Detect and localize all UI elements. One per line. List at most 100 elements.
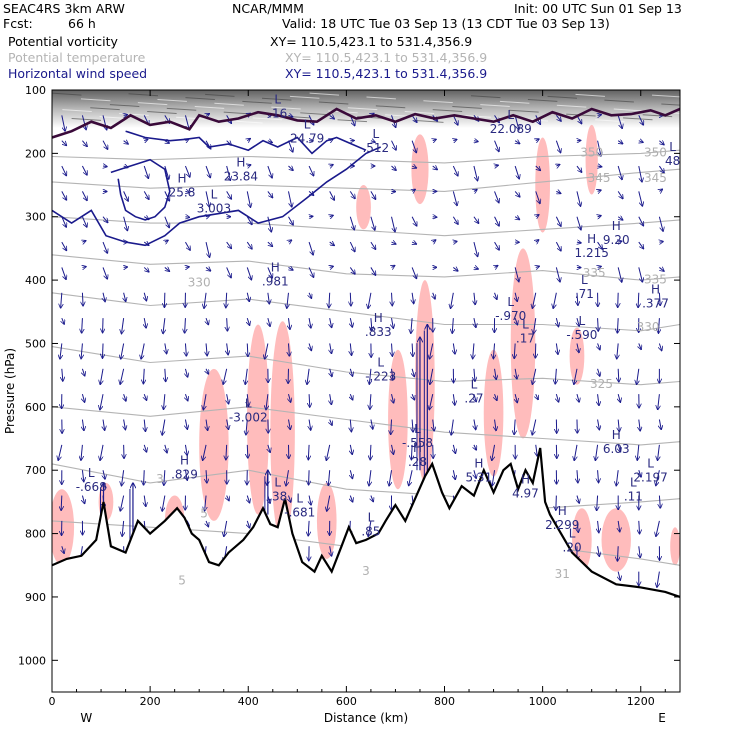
wind-vector: [658, 394, 660, 410]
wind-vector: [452, 115, 458, 125]
high-marker: H: [413, 441, 422, 455]
wind-vector: [536, 266, 540, 267]
wind-vector: [515, 368, 517, 379]
wind-vector: [287, 191, 291, 207]
wind-vector: [639, 546, 640, 557]
wind-vector: [598, 190, 602, 191]
wind-vector: [309, 394, 310, 407]
wind-vector: [535, 166, 541, 171]
wind-vector: [515, 317, 517, 325]
wind-vector: [162, 419, 166, 436]
y-tick-label: 900: [25, 591, 46, 604]
stratosphere-streak: [271, 106, 301, 110]
wind-vector: [659, 189, 662, 191]
wind-vector: [453, 343, 455, 354]
wind-vector: [288, 318, 289, 329]
wind-vector: [163, 318, 165, 334]
wind-vector: [61, 165, 67, 176]
wind-vector: [389, 470, 391, 486]
stratosphere-streak: [509, 109, 539, 113]
extremum-value: -3.002: [229, 411, 268, 425]
wind-vector: [495, 393, 497, 400]
theta-contour-350: [52, 149, 680, 164]
stratosphere-streak: [52, 92, 82, 96]
wind-vector: [288, 140, 292, 152]
wind-vector: [82, 267, 86, 268]
wind-vector: [369, 470, 371, 486]
wind-vector: [268, 141, 272, 143]
extremum-value: .512: [362, 141, 389, 155]
wind-vector: [81, 191, 87, 200]
wind-speed-shade: [483, 349, 504, 477]
extremum-value: .833: [365, 325, 392, 339]
wind-speed-shade: [316, 482, 337, 559]
wind-vector: [350, 470, 352, 479]
wind-vector: [327, 495, 331, 512]
wind-vector: [61, 267, 66, 279]
extremum-value: .981: [262, 274, 289, 288]
wind-vector: [656, 470, 660, 486]
wind-vector: [370, 216, 375, 230]
stratosphere-streak: [480, 104, 510, 107]
wind-vector: [536, 139, 539, 141]
theta-contour-320: [52, 406, 680, 446]
wind-vector: [227, 419, 229, 430]
wind-vector: [495, 292, 497, 300]
wind-vector: [82, 394, 84, 402]
wind-speed-shade: [356, 185, 371, 230]
wind-vector: [184, 115, 189, 129]
extremum-value: 23.84: [224, 170, 258, 184]
fcst-value: 66 h: [68, 16, 96, 31]
theta-label: 350: [580, 146, 603, 160]
wind-vector: [144, 495, 146, 507]
wind-vector: [245, 368, 247, 385]
wind-speed-shade: [670, 527, 680, 566]
wind-vector: [452, 216, 458, 225]
extremum-value: .28: [408, 455, 427, 469]
stratosphere-streak: [62, 109, 92, 113]
wind-vector: [618, 141, 623, 144]
low-marker: L: [377, 355, 384, 369]
stratosphere-streak: [147, 111, 177, 114]
wind-speed-shade: [52, 489, 75, 566]
plot-frame: [51, 89, 681, 693]
stratosphere-streak: [71, 118, 102, 121]
wind-vector: [349, 241, 355, 252]
high-marker: H: [374, 311, 383, 325]
stratosphere-streak: [432, 109, 463, 113]
wind-vector: [144, 292, 146, 301]
wind-vector: [659, 141, 664, 145]
wind-vector: [658, 165, 664, 173]
low-marker: L: [630, 476, 637, 490]
wind-vector: [247, 444, 248, 458]
wind-vector: [122, 520, 124, 536]
extremum-value: 24.79: [290, 132, 324, 146]
y-tick-label: 1000: [18, 654, 46, 667]
wind-vector: [412, 368, 414, 377]
low-marker: L: [88, 466, 95, 480]
extremum-value: 25.8: [169, 186, 196, 200]
wind-vector: [411, 267, 416, 278]
wind-vector: [288, 267, 293, 270]
x-tick-label: 400: [238, 695, 259, 708]
wind-vector: [514, 267, 519, 281]
wind-vector: [226, 241, 232, 249]
wind-vector: [553, 292, 557, 309]
wind-vector: [163, 394, 164, 409]
wind-vector: [61, 241, 67, 251]
wind-vector: [657, 571, 660, 588]
wind-vector: [123, 191, 129, 201]
pv-contour-2: [125, 130, 367, 155]
wind-vector: [411, 318, 412, 333]
wind-vector: [495, 368, 497, 380]
wind-vector: [535, 191, 540, 203]
wind-vector: [103, 292, 105, 302]
theta-label: 350: [644, 146, 667, 160]
wind-vector: [371, 495, 373, 502]
stratosphere-streak: [214, 102, 244, 106]
wind-vector: [659, 419, 661, 430]
wind-vector: [617, 546, 618, 561]
extremum-value: .11: [624, 490, 643, 504]
wind-vector: [206, 368, 208, 374]
wind-vector: [267, 216, 272, 232]
